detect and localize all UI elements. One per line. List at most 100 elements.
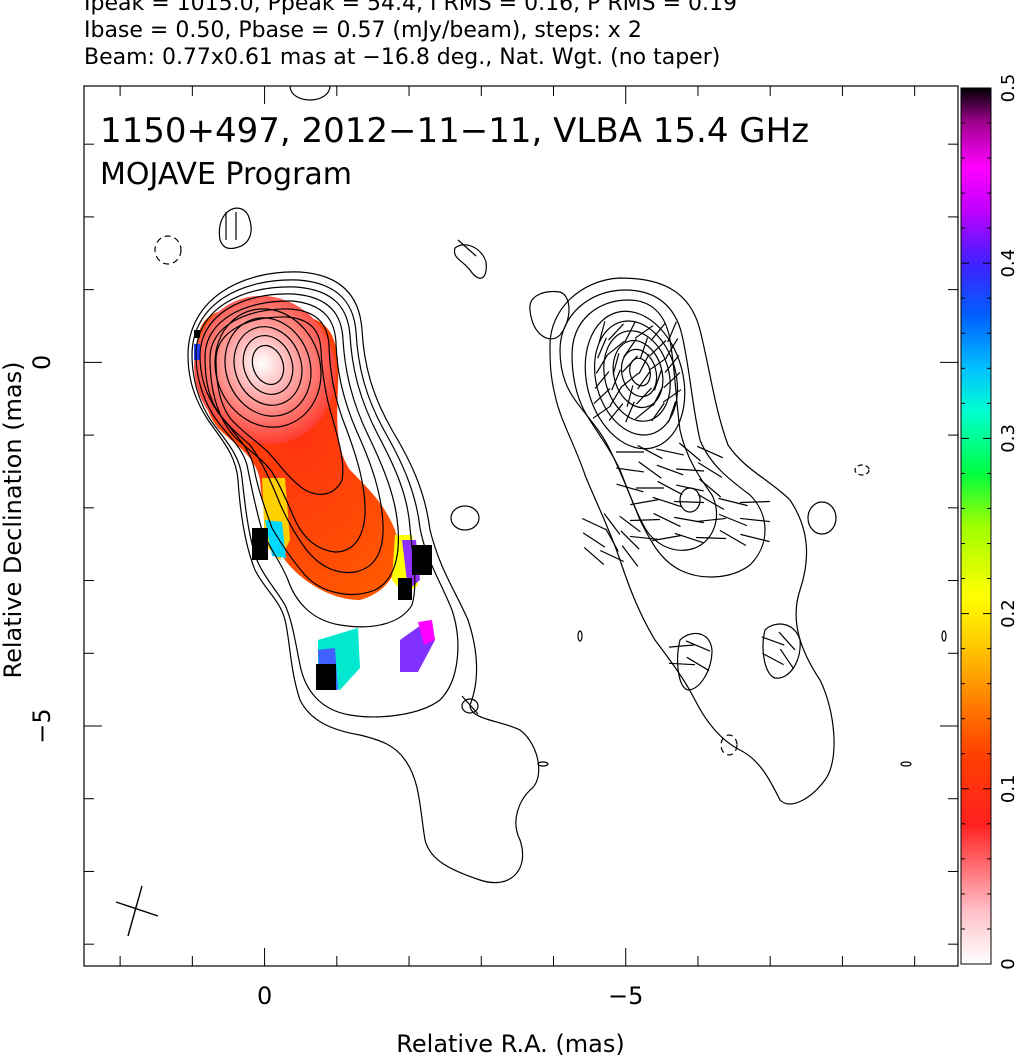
beam-marker — [115, 885, 159, 937]
evpa-vector — [676, 484, 704, 492]
r-contour-blob-top — [529, 290, 570, 340]
evpa-vector — [621, 545, 639, 567]
evpa-vector — [697, 462, 723, 478]
contour-blob-right — [453, 244, 487, 279]
contour-blob-top — [218, 207, 252, 250]
x-tick-label: −5 — [608, 982, 643, 1010]
evpa-vector — [626, 385, 634, 407]
evpa-vector — [649, 340, 667, 356]
left-contours — [154, 85, 583, 884]
evpa-vector — [595, 354, 609, 374]
contour-neg-1 — [154, 235, 182, 265]
evpa-vector — [663, 372, 681, 388]
contour-11 — [242, 335, 294, 395]
evpa-vector — [778, 631, 796, 651]
evpa-vector — [656, 448, 684, 456]
colorbar — [960, 87, 992, 965]
evpa-vector — [603, 513, 621, 535]
r-contour-6 — [603, 330, 671, 422]
polarization-image — [194, 295, 435, 690]
header-line-3: Beam: 0.77x0.61 mas at −16.8 deg., Nat. … — [84, 45, 721, 70]
y-axis-label: Relative Declination (mas) — [0, 361, 27, 679]
r-contour-neg-1 — [720, 734, 738, 756]
r-contour-7 — [612, 339, 664, 409]
evpa-vector — [607, 340, 625, 356]
evpa-vector — [719, 529, 747, 547]
r-contour-3 — [571, 299, 718, 551]
evpa-vector — [656, 464, 684, 476]
contour-blob-top-vec — [225, 212, 237, 240]
r-contour-knot-1 — [677, 632, 713, 691]
evpa-vector — [652, 496, 682, 508]
contour-tiny-1 — [537, 761, 549, 767]
evpa-vector — [675, 468, 705, 472]
contour-12 — [251, 344, 285, 386]
plot-frame — [83, 85, 959, 967]
evpa-vector — [583, 547, 605, 565]
evpa-vector — [652, 385, 664, 407]
contour-blob-right-vec — [457, 239, 477, 257]
evpa-vector — [582, 532, 606, 548]
evpa-vector — [625, 401, 635, 423]
contour-2 — [191, 279, 459, 718]
evpa-vector — [638, 353, 650, 375]
evpa-vector — [657, 480, 683, 496]
evpa-vector — [662, 389, 682, 403]
colorbar-tick-label: 0.5 — [998, 74, 1019, 103]
contour-5 — [204, 300, 384, 574]
contour-outer — [187, 271, 540, 884]
r-contour-5 — [593, 320, 679, 436]
axis-tick-labels: 0 −5 0 −5 — [28, 355, 643, 1010]
contour-8 — [214, 308, 322, 428]
evpa-vector — [698, 478, 722, 498]
chart-title: 1150+497, 2012−11−11, VLBA 15.4 GHz — [100, 111, 809, 151]
evpa-vector — [696, 517, 726, 523]
pol-edge-cyan — [265, 520, 286, 558]
evpa-vector — [668, 662, 696, 666]
evpa-vector — [592, 405, 612, 419]
pol-knot-black — [316, 664, 336, 690]
evpa-vector — [609, 386, 623, 406]
evpa-vectors — [581, 321, 796, 672]
evpa-vector — [594, 371, 610, 389]
evpa-vector — [653, 369, 663, 391]
evpa-vector — [593, 388, 611, 404]
evpa-vector — [652, 534, 682, 542]
colorbar-ticks — [961, 87, 991, 965]
y-tick-label: 0 — [28, 355, 56, 370]
evpa-vector — [630, 535, 660, 541]
y-tick-label: −5 — [28, 708, 56, 743]
r-contour-blob-right — [807, 501, 837, 535]
contour-4 — [199, 293, 399, 595]
evpa-vector — [605, 528, 619, 552]
evpa-vector — [621, 372, 639, 388]
beam-major-axis — [115, 901, 159, 917]
evpa-vector — [653, 512, 681, 528]
contour-6 — [209, 308, 366, 553]
evpa-vector — [740, 517, 770, 523]
evpa-vector — [599, 549, 625, 563]
evpa-vector — [629, 518, 661, 522]
right-contours — [529, 277, 947, 805]
evpa-vector — [740, 533, 770, 543]
contour-7 — [215, 316, 344, 495]
r-contour-knot-2 — [762, 623, 801, 679]
evpa-vector — [695, 536, 727, 540]
contour-3 — [195, 286, 416, 628]
colorbar-tick-label: 0.1 — [998, 774, 1019, 803]
evpa-vector — [616, 467, 644, 473]
evpa-vector — [718, 513, 748, 527]
evpa-vector — [678, 442, 702, 462]
r-contour-blob-mid — [679, 487, 701, 513]
evpa-vector — [598, 321, 606, 343]
evpa-vector — [667, 321, 677, 343]
contour-top-arc — [289, 85, 331, 101]
evpa-vector — [616, 483, 644, 493]
evpa-vector — [619, 515, 641, 533]
evpa-vector — [685, 640, 711, 652]
axis-ticks — [84, 86, 958, 966]
evpa-vector — [673, 500, 705, 504]
evpa-vector — [620, 530, 640, 550]
r-contour-outer — [549, 277, 835, 805]
